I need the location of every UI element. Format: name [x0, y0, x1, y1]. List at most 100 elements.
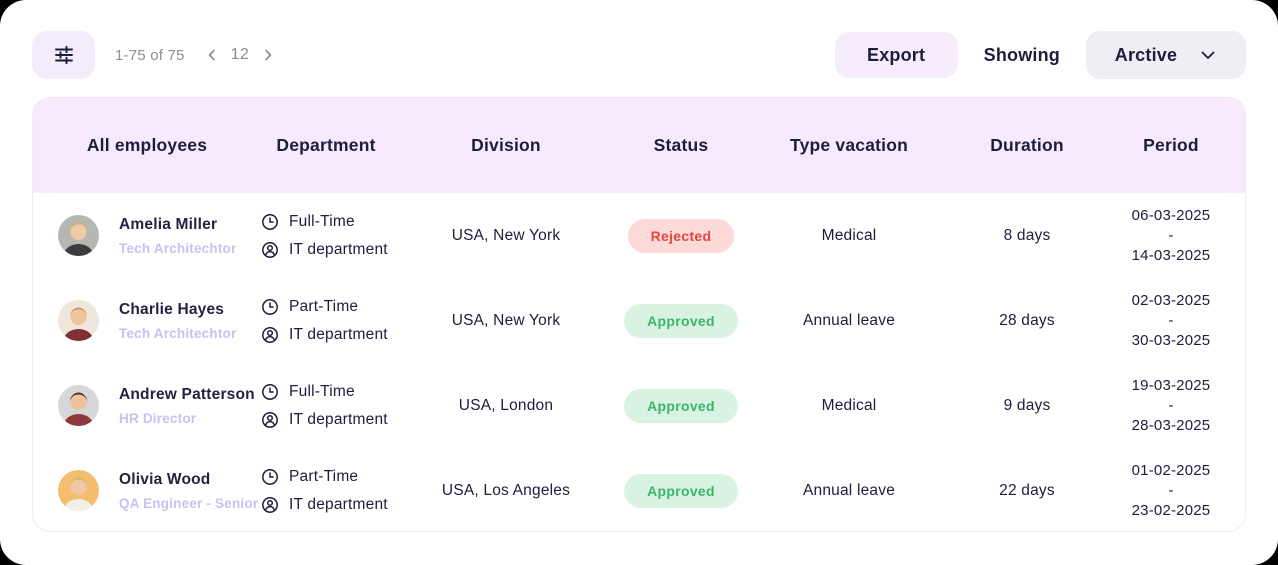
status-cell: Approved: [621, 473, 741, 508]
employee-role: Tech Architechtor: [119, 325, 237, 341]
user-circle-icon: [261, 326, 279, 344]
department-name: IT department: [289, 495, 388, 513]
duration-cell: 9 days: [1003, 396, 1051, 414]
period-separator: -: [1168, 311, 1174, 329]
period-end-date: 28-03-2025: [1131, 416, 1211, 434]
table-row[interactable]: Amelia Miller Tech Architechtor Full-Tim…: [33, 193, 1245, 278]
toolbar: 1-75 of 75 12 Export Showing Arctive: [32, 31, 1246, 79]
division-cell: USA, New York: [451, 311, 561, 329]
column-header-all-employees: All employees: [86, 135, 208, 155]
employee-cell: Olivia Wood QA Engineer - Senior: [33, 470, 261, 511]
department-name: IT department: [289, 325, 388, 343]
period-separator: -: [1168, 226, 1174, 244]
column-header-type-vacation: Type vacation: [789, 135, 908, 155]
results-range-label: 1-75 of 75: [115, 46, 185, 64]
column-header-department: Department: [276, 135, 376, 155]
division-cell: USA, London: [458, 396, 554, 414]
period-start-date: 06-03-2025: [1131, 206, 1211, 224]
status-badge: Approved: [624, 473, 738, 508]
type-vacation-cell: Annual leave: [802, 481, 896, 499]
period-separator: -: [1168, 481, 1174, 499]
employee-name: Amelia Miller: [119, 215, 218, 233]
current-page-number: 12: [230, 46, 250, 63]
user-circle-icon: [261, 496, 279, 514]
department-cell: Part-Time IT department: [261, 468, 391, 514]
employment-type: Full-Time: [289, 212, 355, 230]
period-cell: 02-03-2025 - 30-03-2025: [1097, 291, 1245, 351]
table-row[interactable]: Charlie Hayes Tech Architechtor Part-Tim…: [33, 278, 1245, 363]
type-vacation-cell: Medical: [821, 396, 877, 414]
employee-role: Tech Architechtor: [119, 240, 237, 256]
status-cell: Approved: [621, 303, 741, 338]
division-cell: USA, New York: [451, 226, 561, 244]
period-end-date: 14-03-2025: [1131, 246, 1211, 264]
employee-name: Olivia Wood: [119, 470, 211, 488]
period-separator: -: [1168, 396, 1174, 414]
employment-type: Full-Time: [289, 382, 355, 400]
employee-cell: Charlie Hayes Tech Architechtor: [33, 300, 261, 341]
table-header-row: All employees Department Division Status Typ…: [33, 98, 1245, 193]
archive-filter-dropdown[interactable]: Arctive: [1086, 31, 1246, 79]
employee-role: HR Director: [119, 410, 197, 426]
status-badge: Rejected: [627, 218, 735, 253]
department-cell: Part-Time IT department: [261, 298, 391, 344]
column-header-status: Status: [653, 135, 709, 155]
column-header-period: Period: [1143, 135, 1199, 155]
next-page-chevron-icon[interactable]: [257, 44, 279, 66]
period-start-date: 19-03-2025: [1131, 376, 1211, 394]
avatar: [58, 215, 99, 256]
pagination: 12: [201, 44, 280, 66]
duration-cell: 28 days: [999, 311, 1055, 329]
employee-role: QA Engineer - Senior: [119, 495, 259, 511]
clock-icon: [261, 213, 279, 231]
department-name: IT department: [289, 240, 388, 258]
user-circle-icon: [261, 411, 279, 429]
table-row[interactable]: Andrew Patterson HR Director Full-Time: [33, 363, 1245, 448]
avatar: [58, 300, 99, 341]
column-header-division: Division: [471, 135, 541, 155]
table-row[interactable]: Olivia Wood QA Engineer - Senior Part-Ti…: [33, 448, 1245, 531]
employee-cell: Andrew Patterson HR Director: [33, 385, 261, 426]
clock-icon: [261, 298, 279, 316]
filter-button[interactable]: [32, 31, 95, 79]
employment-type: Part-Time: [289, 467, 359, 485]
status-cell: Approved: [621, 388, 741, 423]
prev-page-chevron-icon[interactable]: [201, 44, 223, 66]
showing-label: Showing: [983, 44, 1060, 65]
employment-type: Part-Time: [289, 297, 359, 315]
employee-cell: Amelia Miller Tech Architechtor: [33, 215, 261, 256]
period-cell: 19-03-2025 - 28-03-2025: [1097, 376, 1245, 436]
sliders-icon: [52, 43, 76, 67]
avatar: [58, 470, 99, 511]
column-header-duration: Duration: [990, 135, 1064, 155]
division-cell: USA, Los Angeles: [441, 481, 571, 499]
chevron-down-icon: [1199, 46, 1217, 64]
table-body: Amelia Miller Tech Architechtor Full-Tim…: [33, 193, 1245, 531]
type-vacation-cell: Annual leave: [802, 311, 896, 329]
avatar: [58, 385, 99, 426]
status-badge: Approved: [624, 303, 738, 338]
dropdown-selected-value: Arctive: [1114, 44, 1178, 65]
period-cell: 01-02-2025 - 23-02-2025: [1097, 461, 1245, 521]
clock-icon: [261, 468, 279, 486]
type-vacation-cell: Medical: [821, 226, 877, 244]
employee-name: Andrew Patterson: [119, 385, 255, 403]
department-cell: Full-Time IT department: [261, 383, 391, 429]
period-cell: 06-03-2025 - 14-03-2025: [1097, 206, 1245, 266]
department-cell: Full-Time IT department: [261, 213, 391, 259]
clock-icon: [261, 383, 279, 401]
duration-cell: 8 days: [1003, 226, 1051, 244]
user-circle-icon: [261, 241, 279, 259]
status-badge: Approved: [624, 388, 738, 423]
export-button[interactable]: Export: [834, 32, 958, 78]
period-end-date: 30-03-2025: [1131, 331, 1211, 349]
period-start-date: 01-02-2025: [1131, 461, 1211, 479]
duration-cell: 22 days: [999, 481, 1055, 499]
period-end-date: 23-02-2025: [1131, 501, 1211, 519]
department-name: IT department: [289, 410, 388, 428]
employee-name: Charlie Hayes: [119, 300, 225, 318]
status-cell: Rejected: [621, 218, 741, 253]
period-start-date: 02-03-2025: [1131, 291, 1211, 309]
employees-table: All employees Department Division Status Typ…: [32, 97, 1246, 532]
